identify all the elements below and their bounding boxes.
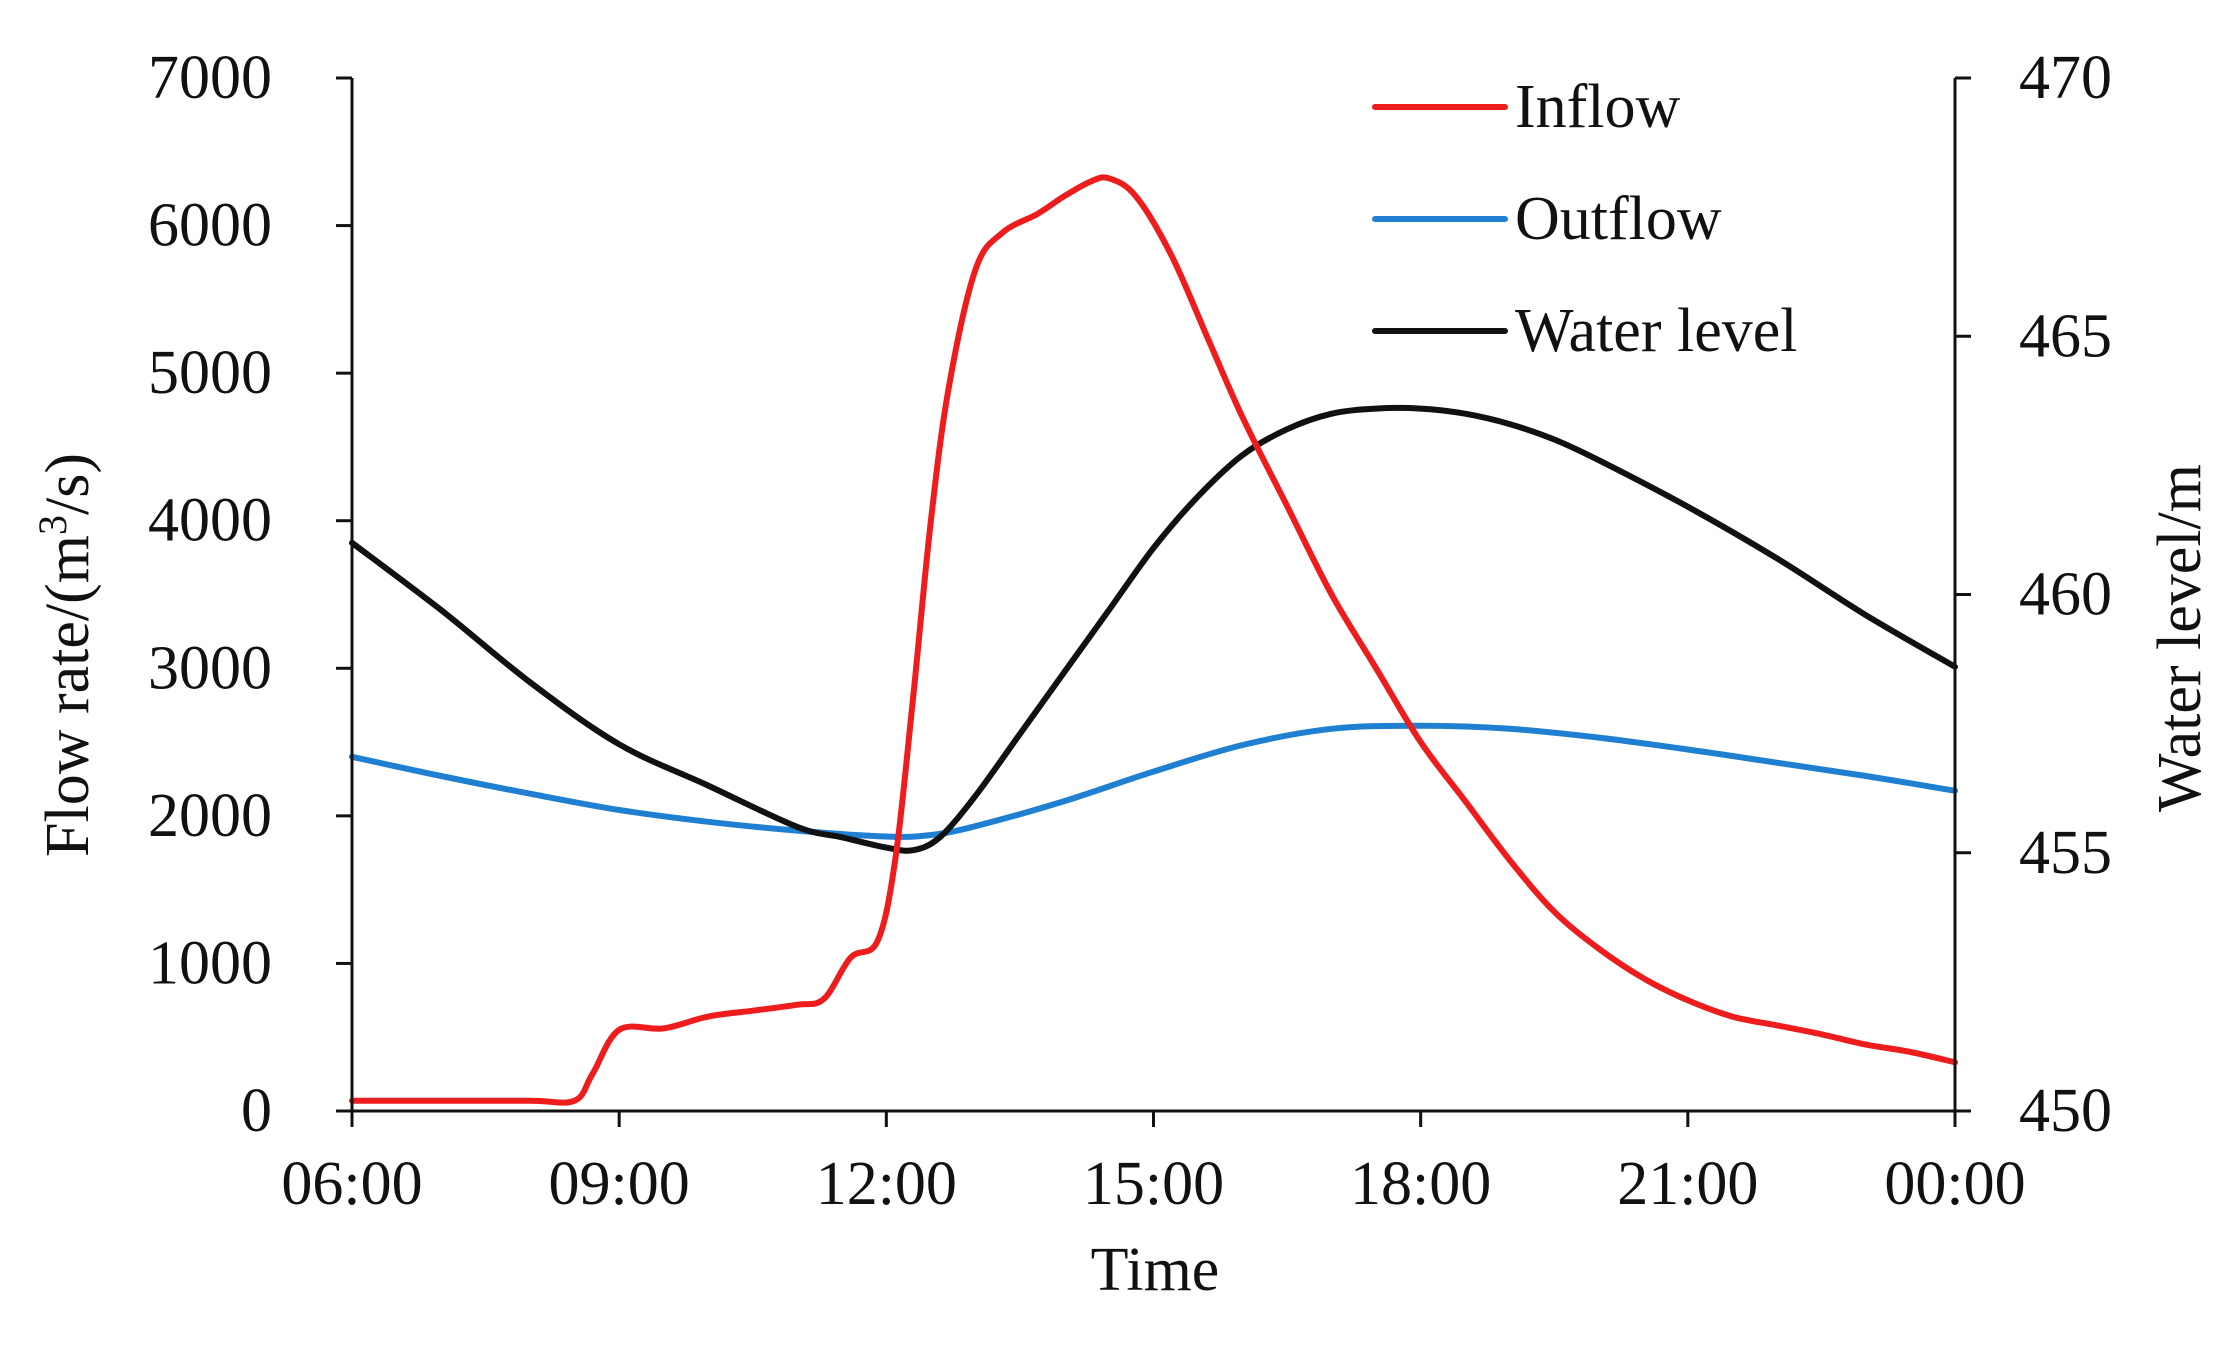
y2-tick-label: 465	[2019, 302, 2112, 370]
series-layer	[349, 174, 1958, 1106]
y-tick-label: 5000	[148, 339, 272, 407]
y-axis-title-tail: /s)	[34, 453, 102, 515]
legend: Inflow Outflow Water level	[1372, 73, 1797, 365]
y-tick-label: 0	[241, 1077, 272, 1145]
y-tick-label: 7000	[148, 44, 272, 112]
y-axis-title-superscript: 3	[30, 515, 75, 535]
y-tick-label: 3000	[148, 634, 272, 702]
y-tick-label: 6000	[148, 192, 272, 260]
legend-label-water-level: Water level	[1515, 297, 1797, 365]
ticks-layer: 06:00 09:00 12:00 15:00 18:00 21:00 00:00 0 1000…	[148, 44, 2112, 1218]
x-tick-label: 12:00	[816, 1150, 957, 1218]
series-line-outflow	[349, 722, 1958, 840]
y-tick-label: 2000	[148, 782, 272, 850]
series-line-water-level	[349, 404, 1958, 854]
y2-tick-label: 460	[2019, 561, 2112, 629]
series-line-inflow	[349, 174, 1958, 1106]
y-tick-label: 1000	[148, 929, 272, 997]
x-tick-label: 21:00	[1617, 1150, 1758, 1218]
x-tick-label: 06:00	[281, 1150, 422, 1218]
x-axis-title: Time	[1091, 1236, 1220, 1304]
y2-tick-label: 450	[2019, 1077, 2112, 1145]
x-tick-label: 00:00	[1884, 1150, 2025, 1218]
x-tick-label: 09:00	[549, 1150, 690, 1218]
y-tick-label: 4000	[148, 487, 272, 555]
y2-tick-label: 470	[2019, 44, 2112, 112]
legend-label-inflow: Inflow	[1515, 73, 1681, 141]
y-axis-title-main: Flow rate/(m	[34, 535, 102, 857]
y-axis-title: Flow rate/(m3/s)	[30, 453, 102, 857]
x-tick-label: 15:00	[1083, 1150, 1224, 1218]
legend-label-outflow: Outflow	[1515, 185, 1722, 253]
x-tick-label: 18:00	[1350, 1150, 1491, 1218]
y2-tick-label: 455	[2019, 819, 2112, 887]
y2-axis-title: Water level/m	[2146, 464, 2214, 812]
